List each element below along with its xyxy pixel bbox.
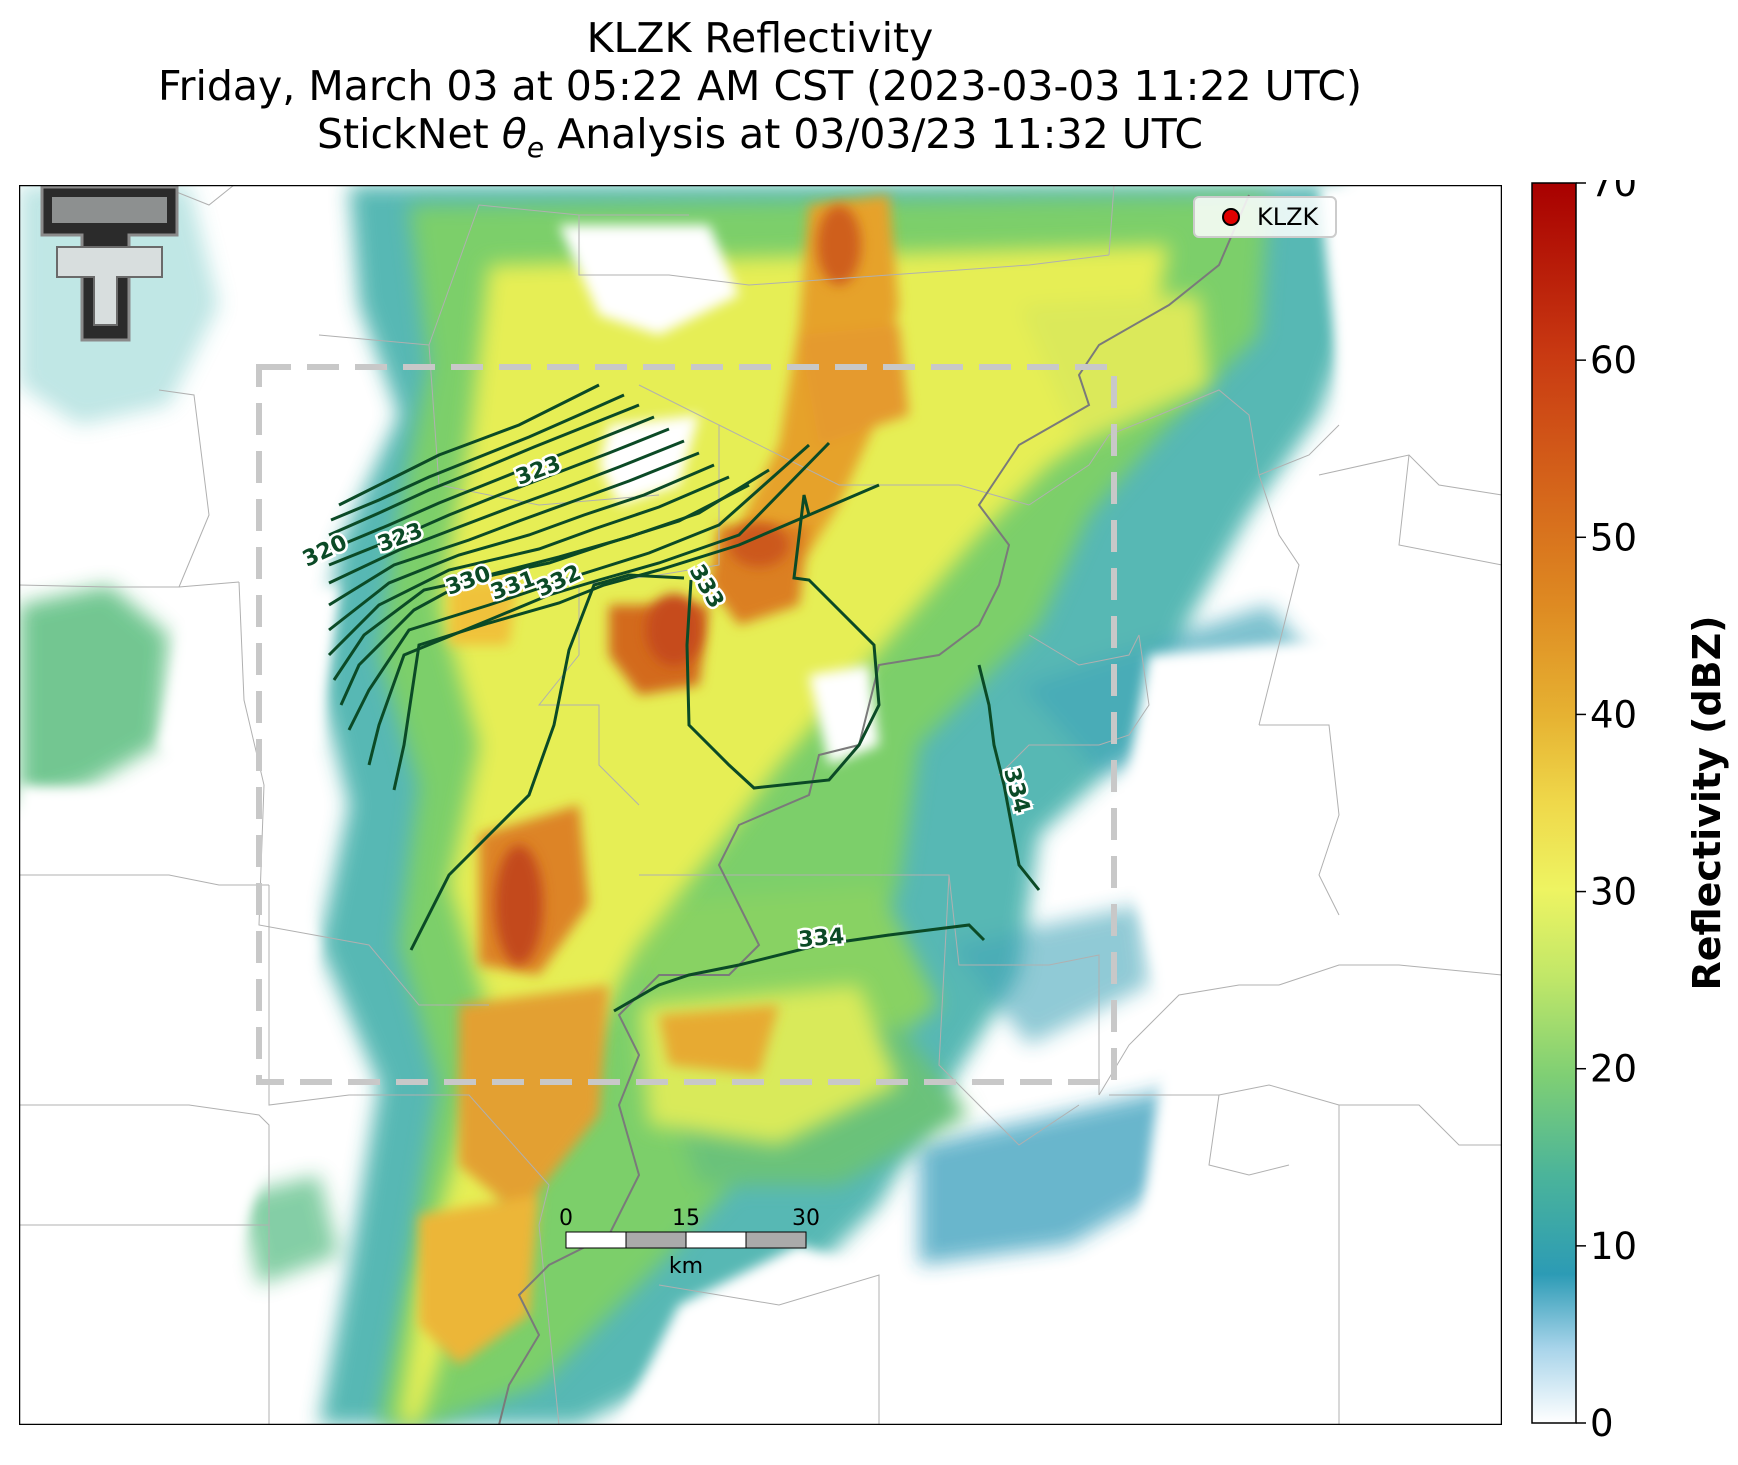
title-line-3-suffix: Analysis at 03/03/23 11:32 UTC <box>544 110 1203 158</box>
legend-box <box>1193 196 1337 238</box>
colorbar-tick-label: 50 <box>1590 516 1637 559</box>
title-line-1: KLZK Reflectivity <box>586 14 934 62</box>
colorbar-tick-label: 70 <box>1590 180 1637 205</box>
title-line-3: StickNet θe Analysis at 03/03/23 11:32 U… <box>0 110 1520 172</box>
legend-label: KLZK <box>1257 203 1320 231</box>
colorbar-gradient <box>1531 182 1577 1424</box>
scale-tick-0: 0 <box>559 1206 573 1231</box>
colorbar: 0 10 20 30 40 50 60 70 Reflectivity (dBZ) <box>1531 180 1729 1440</box>
texas-tech-double-t-logo <box>40 185 179 342</box>
scale-unit: km <box>669 1254 703 1279</box>
state-river-border <box>498 194 1250 1425</box>
map-frame-border <box>19 185 1502 1425</box>
colorbar-tick-label: 40 <box>1590 693 1637 736</box>
title-line-2: Friday, March 03 at 05:22 AM CST (2023-0… <box>158 62 1362 110</box>
radar-map: 320 323 323 330 331 332 333 334 334 KLZK… <box>19 185 1502 1425</box>
colorbar-label: Reflectivity (dBZ) <box>1685 615 1729 990</box>
theta-symbol: θ <box>501 110 527 158</box>
colorbar-tick-label: 0 <box>1590 1402 1614 1440</box>
theta-e-contours <box>327 383 1041 1013</box>
plot-title: KLZK Reflectivity Friday, March 03 at 05… <box>0 14 1520 172</box>
colorbar-tick-label: 30 <box>1590 871 1637 914</box>
scale-tick-30: 30 <box>792 1206 820 1231</box>
reflectivity-field <box>19 185 1502 1425</box>
klzk-marker-icon <box>1222 208 1240 226</box>
theta-subscript: e <box>526 131 545 165</box>
title-line-3-prefix: StickNet <box>317 110 502 158</box>
legend: KLZK <box>1193 196 1337 238</box>
colorbar-tick-label: 20 <box>1590 1048 1637 1091</box>
analysis-domain-box <box>256 364 1117 1085</box>
colorbar-tick-label: 10 <box>1590 1225 1637 1268</box>
scale-tick-15: 15 <box>672 1206 700 1231</box>
colorbar-ticks: 0 10 20 30 40 50 60 70 <box>1576 180 1637 1440</box>
county-borders <box>19 185 1502 1425</box>
scale-bar: 0 15 30 km <box>559 1206 820 1279</box>
colorbar-tick-label: 60 <box>1590 339 1637 382</box>
contour-label-334-south: 334 <box>797 924 845 953</box>
